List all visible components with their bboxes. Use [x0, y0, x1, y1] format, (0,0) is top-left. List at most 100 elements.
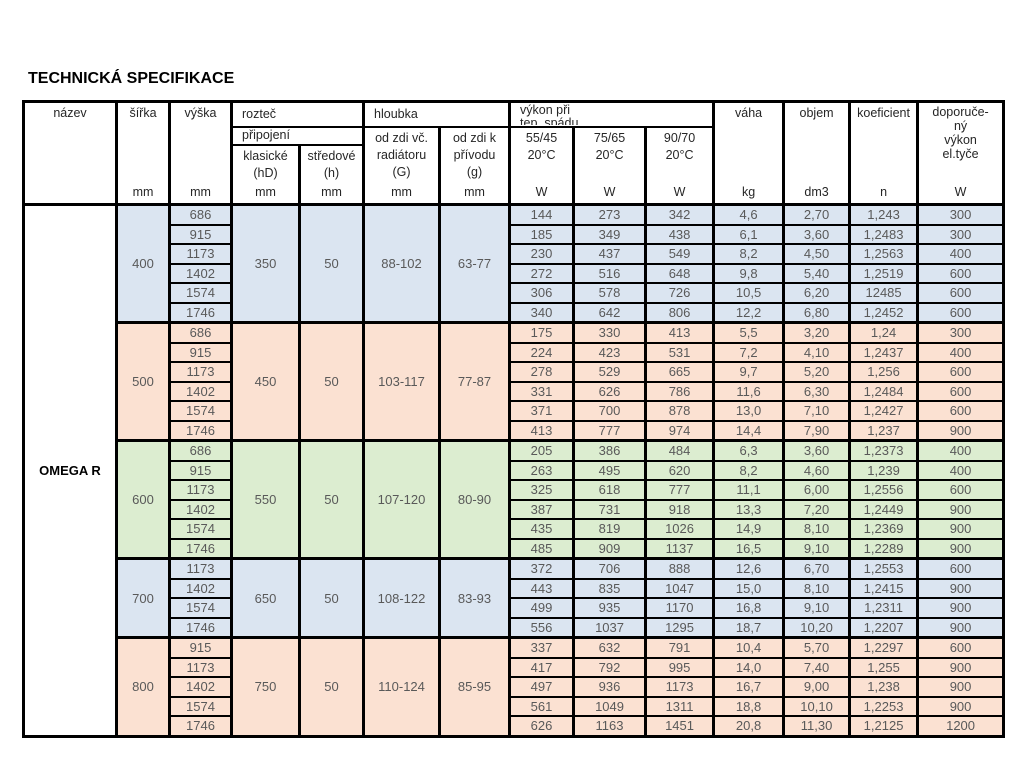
power-55-45-cell: 387 — [508, 498, 576, 520]
height-cell: 1574 — [168, 400, 233, 422]
power-90-70-cell: 1451 — [644, 715, 716, 737]
power-75-65-cell: 578 — [572, 282, 648, 304]
volume-cell: 6,70 — [782, 557, 852, 580]
power-55-45-cell: 497 — [508, 676, 576, 698]
power-55-45-cell: 306 — [508, 282, 576, 304]
power-55-45-cell: 372 — [508, 557, 576, 580]
recommended-power-cell: 300 — [916, 223, 1006, 245]
weight-cell: 13,0 — [712, 400, 786, 422]
power-90-70-cell: 1137 — [644, 537, 716, 560]
spec-row: 1746 485 909 1137 16,5 9,10 1,2289 900 — [24, 537, 1006, 560]
power-75-65-cell: 632 — [572, 636, 648, 659]
header-od-zdi-k: od zdi k přívodu (g) mm — [438, 125, 512, 206]
power-90-70-cell: 726 — [644, 282, 716, 304]
depth-from-wall-to-supply-cell: 80-90 — [438, 439, 512, 560]
weight-cell: 15,0 — [712, 577, 786, 599]
power-55-45-cell: 337 — [508, 636, 576, 659]
pitch-central-cell: 50 — [297, 636, 366, 737]
power-75-65-cell: 935 — [572, 597, 648, 619]
spec-row: 800 915 750 50 110-124 85-95 337 632 791 10,4 5,70… — [24, 636, 1006, 737]
header-koeficient-label: koeficient — [857, 106, 910, 120]
header-stredove-label: středové (h) — [307, 148, 356, 180]
power-55-45-cell: 556 — [508, 616, 576, 639]
power-55-45-cell: 205 — [508, 439, 576, 462]
header-temp-55-45-label: 55/45 20°C — [525, 130, 558, 162]
recommended-power-cell: 1200 — [916, 715, 1006, 737]
power-90-70-cell: 1170 — [644, 597, 716, 619]
power-55-45-cell: 175 — [508, 321, 576, 344]
header-objem: objem dm3 — [782, 100, 852, 206]
header-vykon: výkon při tep. spádu — [508, 100, 716, 128]
unit-w: W — [954, 185, 967, 199]
volume-cell: 9,10 — [782, 597, 852, 619]
weight-cell: 8,2 — [712, 243, 786, 265]
unit-kg: kg — [741, 185, 756, 199]
power-90-70-cell: 413 — [644, 321, 716, 344]
volume-cell: 7,90 — [782, 419, 852, 442]
volume-cell: 3,20 — [782, 321, 852, 344]
spec-row: 1574 435 819 1026 14,9 8,10 1,2369 900 — [24, 518, 1006, 540]
height-cell: 1746 — [168, 616, 233, 639]
recommended-power-cell: 400 — [916, 439, 1006, 462]
volume-cell: 2,70 — [782, 203, 852, 226]
height-cell: 1746 — [168, 419, 233, 442]
spec-row: 1746 556 1037 1295 18,7 10,20 1,2207 900 — [24, 616, 1006, 639]
coefficient-cell: 1,2519 — [848, 262, 920, 284]
unit-w: W — [603, 184, 616, 199]
spec-row: 1402 443 835 1047 15,0 8,10 1,2415 900 — [24, 577, 1006, 599]
header-doporuceny-label: doporuče- ný výkon el.tyče — [932, 105, 989, 161]
power-55-45-cell: 340 — [508, 301, 576, 324]
power-55-45-cell: 561 — [508, 695, 576, 717]
height-cell: 1746 — [168, 301, 233, 324]
header-temp-90-70-label: 90/70 20°C — [663, 130, 696, 162]
spec-row: 1173 325 618 777 11,1 6,00 1,2556 600 — [24, 479, 1006, 501]
pitch-central-cell: 50 — [297, 321, 366, 442]
power-75-65-cell: 909 — [572, 537, 648, 560]
height-cell: 915 — [168, 636, 233, 659]
coefficient-cell: 1,243 — [848, 203, 920, 226]
coefficient-cell: 1,2449 — [848, 498, 920, 520]
width-cell: 600 — [115, 439, 171, 560]
spec-row: OMEGA R 400 686 350 50 88-102 63-77 144 273 342 4,… — [22, 203, 1006, 737]
unit-w: W — [535, 184, 548, 199]
recommended-power-cell: 600 — [916, 380, 1006, 402]
volume-cell: 3,60 — [782, 439, 852, 462]
power-75-65-cell: 1163 — [572, 715, 648, 737]
coefficient-cell: 1,2427 — [848, 400, 920, 422]
height-cell: 915 — [168, 341, 233, 363]
height-cell: 1746 — [168, 715, 233, 737]
volume-cell: 8,10 — [782, 577, 852, 599]
recommended-power-cell: 600 — [916, 361, 1006, 383]
volume-cell: 9,10 — [782, 537, 852, 560]
power-90-70-cell: 791 — [644, 636, 716, 659]
power-90-70-cell: 665 — [644, 361, 716, 383]
header-koeficient: koeficient n — [848, 100, 920, 206]
height-cell: 1173 — [168, 243, 233, 265]
recommended-power-cell: 300 — [916, 321, 1006, 344]
coefficient-cell: 1,2253 — [848, 695, 920, 717]
recommended-power-cell: 400 — [916, 243, 1006, 265]
unit-mm: mm — [464, 184, 485, 199]
depth-from-wall-incl-radiator-cell: 108-122 — [362, 557, 442, 639]
power-75-65-cell: 777 — [572, 419, 648, 442]
height-cell: 1574 — [168, 518, 233, 540]
recommended-power-cell: 600 — [916, 479, 1006, 501]
coefficient-cell: 1,2369 — [848, 518, 920, 540]
coefficient-cell: 1,2484 — [848, 380, 920, 402]
width-cell: 700 — [115, 557, 171, 639]
weight-cell: 10,4 — [712, 636, 786, 659]
weight-cell: 14,4 — [712, 419, 786, 442]
weight-cell: 8,2 — [712, 459, 786, 481]
table-header: název šířka mm výška mm rozteč — [22, 100, 1006, 206]
power-90-70-cell: 1026 — [644, 518, 716, 540]
power-75-65-cell: 386 — [572, 439, 648, 462]
volume-cell: 6,20 — [782, 282, 852, 304]
power-75-65-cell: 731 — [572, 498, 648, 520]
coefficient-cell: 1,2373 — [848, 439, 920, 462]
spec-row: 1574 561 1049 1311 18,8 10,10 1,2253 900 — [24, 695, 1006, 717]
power-90-70-cell: 806 — [644, 301, 716, 324]
recommended-power-cell: 900 — [916, 577, 1006, 599]
depth-from-wall-incl-radiator-cell: 107-120 — [362, 439, 442, 560]
volume-cell: 6,80 — [782, 301, 852, 324]
